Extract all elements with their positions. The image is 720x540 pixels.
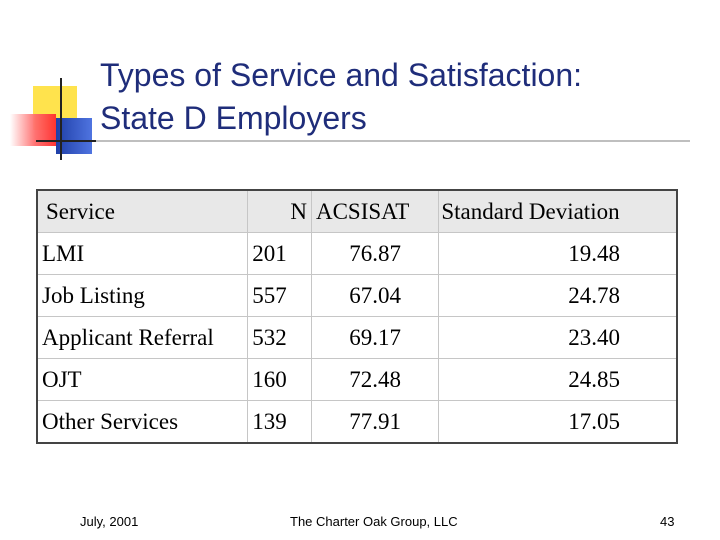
data-table: Service N ACSISAT Standard Deviation LMI… (36, 189, 678, 444)
table-row: Applicant Referral 532 69.17 23.40 (36, 316, 678, 359)
table-row: Other Services 139 77.91 17.05 (36, 400, 678, 444)
vertical-line (60, 78, 62, 160)
cell-acsisat: 77.91 (310, 400, 440, 444)
header-n: N (247, 189, 312, 233)
title-line-2: State D Employers (100, 100, 367, 136)
cell-standard-deviation: 24.85 (438, 358, 678, 401)
cell-acsisat: 76.87 (310, 232, 440, 275)
header-service: Service (36, 189, 249, 233)
cell-n: 160 (247, 358, 312, 401)
header-standard-deviation: Standard Deviation (438, 189, 678, 233)
cell-service: LMI (36, 232, 249, 275)
cell-service: OJT (36, 358, 249, 401)
table-row: LMI 201 76.87 19.48 (36, 232, 678, 275)
cell-standard-deviation: 17.05 (438, 400, 678, 444)
cell-acsisat: 67.04 (310, 274, 440, 317)
cell-standard-deviation: 19.48 (438, 232, 678, 275)
cell-n: 201 (247, 232, 312, 275)
table-row: Job Listing 557 67.04 24.78 (36, 274, 678, 317)
slide-title: Types of Service and Satisfaction: State… (100, 54, 700, 140)
cell-n: 557 (247, 274, 312, 317)
table-row: OJT 160 72.48 24.85 (36, 358, 678, 401)
blue-square-shape (56, 118, 92, 154)
cell-acsisat: 72.48 (310, 358, 440, 401)
footer-page-number: 43 (660, 514, 675, 529)
cell-n: 139 (247, 400, 312, 444)
cell-service: Applicant Referral (36, 316, 249, 359)
cell-acsisat: 69.17 (310, 316, 440, 359)
header-acsisat: ACSISAT (310, 189, 440, 233)
title-underline (96, 140, 690, 142)
table-header-row: Service N ACSISAT Standard Deviation (36, 189, 678, 233)
cell-n: 532 (247, 316, 312, 359)
cell-service: Job Listing (36, 274, 249, 317)
decorative-logo (0, 0, 100, 170)
title-line-1: Types of Service and Satisfaction: (100, 57, 583, 93)
footer-organization: The Charter Oak Group, LLC (290, 514, 458, 529)
cell-service: Other Services (36, 400, 249, 444)
horizontal-line (36, 140, 96, 142)
footer-date: July, 2001 (80, 514, 139, 529)
cell-standard-deviation: 24.78 (438, 274, 678, 317)
cell-standard-deviation: 23.40 (438, 316, 678, 359)
